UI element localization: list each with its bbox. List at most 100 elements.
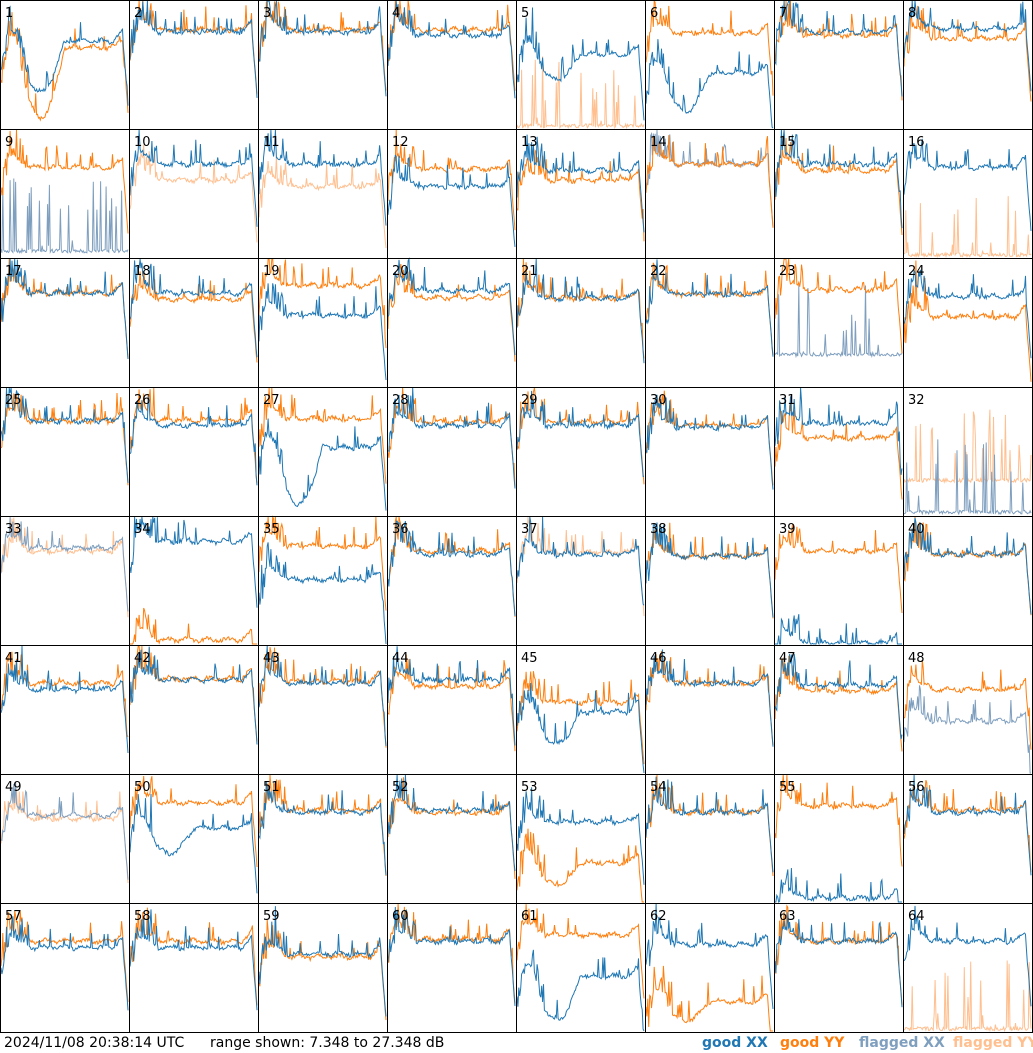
panel-50-xx-line [129,793,258,894]
spectrum-panel-41: 41 [0,645,129,754]
panel-53-xx-line [516,787,645,885]
spectrum-panel-20: 20 [387,257,516,362]
panel-7-xx-line [774,0,903,97]
panel-52-label: 52 [392,780,409,795]
panel-12-label: 12 [392,135,409,150]
spectrum-panel-46: 46 [645,649,774,747]
spectrum-panel-24: 24 [903,260,1032,382]
panel-55-yy-line [774,774,903,867]
panel-60-xx-line [387,906,516,1006]
spectrum-panel-26: 26 [129,387,258,486]
panel-26-xx-line [129,395,258,486]
panel-16-xx-line [903,138,1032,232]
panel-28-yy-line [387,387,516,488]
panel-17-xx-line [0,258,129,360]
panel-45-label: 45 [521,651,538,666]
spectrum-panel-18: 18 [129,258,258,363]
panel-2-xx-line [129,0,258,98]
panel-33-label: 33 [5,522,22,537]
panel-56-label: 56 [908,780,925,795]
panel-3-label: 3 [263,6,271,21]
panel-20-xx-line [387,257,516,356]
panel-24-xx-line [903,269,1032,359]
panel-25-yy-line [0,391,129,486]
panel-23-xx-line [774,284,903,359]
legend-good-xx: good XX [702,1035,768,1051]
panel-46-xx-line [645,649,774,747]
panel-5-yy-line [516,56,645,130]
panel-22-label: 22 [650,264,667,279]
spectrum-panel-23: 23 [774,258,903,359]
panel-43-label: 43 [263,651,280,666]
panel-40-label: 40 [908,522,925,537]
spectrum-panel-63: 63 [774,904,903,1008]
spectrum-panel-56: 56 [903,774,1032,876]
panel-40-xx-line [903,517,1032,615]
panel-35-label: 35 [263,522,280,537]
panel-46-yy-line [645,650,774,746]
panel-42-label: 42 [134,651,151,666]
panel-4-xx-line [387,1,516,99]
panel-18-xx-line [129,258,258,358]
panel-39-xx-line [775,614,902,646]
spectrum-panel-55: 55 [774,774,903,903]
panel-45-yy-line [516,671,645,765]
panel-1-xx-line [0,5,129,106]
panel-63-label: 63 [779,909,796,924]
panel-53-yy-line [516,828,644,903]
panel-48-yy-line [903,660,1032,750]
panel-29-xx-line [516,390,645,478]
panel-62-yy-line [645,965,773,1032]
panel-49-xx-line [0,782,129,880]
panel-19-label: 19 [263,264,280,279]
panel-30-xx-line [645,394,774,490]
panel-28-xx-line [387,387,516,489]
spectrum-panel-39: 39 [774,522,903,646]
spectrum-panel-64: 64 [903,905,1032,1033]
spectrum-panel-2: 2 [129,0,258,98]
panel-48-xx-line [903,685,1031,774]
spectrum-panel-36: 36 [387,516,516,617]
spectrum-panel-38: 38 [645,522,774,619]
panel-35-xx-line [258,542,387,645]
panel-15-xx-line [774,129,903,229]
panel-47-label: 47 [779,651,796,666]
panel-39-yy-line [774,523,903,614]
panel-64-xx-line [903,905,1032,1007]
panel-15-yy-line [774,137,903,236]
panel-51-label: 51 [263,780,280,795]
panel-49-label: 49 [5,780,22,795]
spectrum-panel-58: 58 [129,907,258,1011]
spectrum-panel-33: 33 [0,517,129,618]
spectrum-panel-30: 30 [645,390,774,490]
panel-52-xx-line [387,774,516,871]
spectrum-panel-37: 37 [516,516,645,617]
spectrum-panel-51: 51 [258,774,387,877]
panel-12-xx-line [387,154,516,247]
spectrum-panel-15: 15 [774,129,903,236]
spectrum-panel-6: 6 [645,0,774,129]
panel-36-label: 36 [392,522,409,537]
panel-54-label: 54 [650,780,667,795]
spectrum-panel-34: 34 [129,516,258,645]
panel-3-xx-line [258,0,387,97]
panel-5-xx-line [516,7,645,121]
range-text: range shown: 7.348 to 27.348 dB [210,1035,445,1051]
panel-16-yy-line [903,196,1032,259]
panel-24-label: 24 [908,264,925,279]
panel-6-yy-line [645,0,774,96]
spectrum-panel-28: 28 [387,387,516,489]
spectrum-panel-25: 25 [0,387,129,486]
panel-19-yy-line [258,258,387,349]
spectrum-panel-27: 27 [258,387,387,511]
panel-57-xx-line [0,916,129,1011]
panel-26-label: 26 [134,393,151,408]
panel-32-label: 32 [908,393,925,408]
panel-55-xx-line [775,867,902,903]
panel-20-label: 20 [392,264,409,279]
spectrum-panel-54: 54 [645,774,774,877]
panel-59-xx-line [258,906,387,1017]
panel-13-label: 13 [521,135,538,150]
spectrum-panel-29: 29 [516,387,645,485]
